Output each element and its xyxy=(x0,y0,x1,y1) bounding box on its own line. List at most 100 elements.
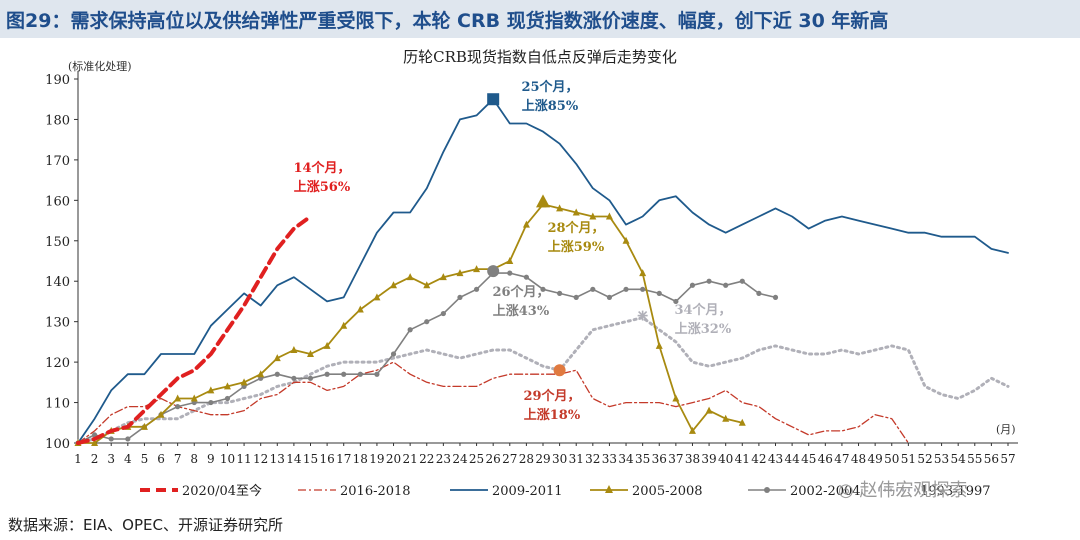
series-marker-circle xyxy=(689,282,696,288)
x-tick-label: 53 xyxy=(934,452,949,466)
x-tick-label: 11 xyxy=(236,452,251,466)
peak-marker-square xyxy=(487,93,500,106)
series-marker-triangle xyxy=(157,410,165,418)
series-marker-triangle xyxy=(672,394,680,402)
series-marker-triangle xyxy=(290,345,298,353)
x-tick-label: 12 xyxy=(253,452,268,466)
series-marker-circle xyxy=(523,274,529,280)
peak-marker-circle xyxy=(487,265,500,278)
x-tick-label: 42 xyxy=(751,452,766,466)
x-tick-label: 8 xyxy=(190,452,198,466)
series-marker-triangle xyxy=(705,406,713,414)
y-axis-label: (标准化处理) xyxy=(68,59,132,73)
x-tick-label: 14 xyxy=(286,452,302,466)
x-tick-label: 7 xyxy=(174,452,182,466)
series-marker-circle xyxy=(175,404,181,410)
series-marker-circle xyxy=(407,327,413,333)
series-marker-triangle xyxy=(307,350,314,358)
wechat-icon: ◎ xyxy=(838,480,854,501)
x-tick-label: 31 xyxy=(569,452,584,466)
annotation-gain: 上涨43% xyxy=(493,304,550,319)
legend-label: 2005-2008 xyxy=(632,484,703,499)
x-tick-label: 30 xyxy=(552,452,567,466)
figure-title: 图29：需求保持高位以及供给弹性严重受限下，本轮 CRB 现货指数涨价速度、幅度… xyxy=(6,10,889,32)
x-tick-label: 35 xyxy=(635,452,650,466)
y-tick-label: 120 xyxy=(45,356,70,371)
series-marker-triangle xyxy=(406,273,414,281)
x-tick-label: 29 xyxy=(535,452,550,466)
x-tick-label: 21 xyxy=(403,452,418,466)
series-line-2020/04至今 xyxy=(76,214,313,445)
x-tick-label: 34 xyxy=(618,452,634,466)
series-marker-triangle xyxy=(556,204,564,212)
peak-marker-circle xyxy=(553,364,566,377)
legend-marker xyxy=(764,487,770,493)
series-marker-triangle xyxy=(473,265,481,273)
series-marker-circle xyxy=(341,371,347,377)
x-tick-label: 51 xyxy=(901,452,916,466)
x-tick-label: 39 xyxy=(701,452,716,466)
watermark: ◎ 赵伟宏观探索 xyxy=(838,476,967,502)
x-tick-label: 18 xyxy=(353,452,368,466)
x-tick-label: 20 xyxy=(386,452,401,466)
y-tick-label: 160 xyxy=(45,194,70,209)
star-stroke xyxy=(638,311,648,321)
x-tick-label: 48 xyxy=(851,452,866,466)
annotation-duration: 28个月， xyxy=(547,220,604,236)
annotation-duration: 25个月， xyxy=(521,79,578,95)
series-marker-triangle xyxy=(722,414,730,422)
annotation-duration: 14个月， xyxy=(293,160,350,176)
chart-title: 历轮CRB现货指数自低点反弹后走势变化 xyxy=(403,48,677,66)
series-marker-triangle xyxy=(605,212,613,220)
y-tick-label: 140 xyxy=(45,275,70,290)
legend-label: 2016-2018 xyxy=(340,484,411,499)
series-marker-triangle xyxy=(506,257,514,264)
legend-label: 2009-2011 xyxy=(492,484,563,499)
x-tick-label: 17 xyxy=(336,452,351,466)
series-marker-circle xyxy=(640,286,646,292)
series-marker-circle xyxy=(125,436,131,442)
annotation-gain: 上涨85% xyxy=(522,99,579,114)
series-marker-circle xyxy=(208,399,214,406)
x-tick-label: 23 xyxy=(436,452,451,466)
series-marker-circle xyxy=(557,290,563,296)
y-tick-label: 190 xyxy=(45,73,70,88)
x-tick-label: 6 xyxy=(157,452,165,466)
series-line-2016-2018 xyxy=(77,361,910,444)
x-tick-label: 52 xyxy=(917,452,932,466)
x-tick-label: 9 xyxy=(207,452,215,466)
x-tick-label: 32 xyxy=(585,452,600,466)
peak-marker-triangle xyxy=(536,194,550,208)
series-marker-circle xyxy=(606,294,613,300)
series-marker-triangle xyxy=(223,382,231,390)
series-marker-circle xyxy=(772,294,779,300)
series-marker-circle xyxy=(723,282,729,288)
series-marker-triangle xyxy=(207,386,215,394)
x-tick-label: 50 xyxy=(884,452,899,466)
series-marker-triangle xyxy=(390,281,398,289)
x-tick-label: 55 xyxy=(967,452,982,466)
series-marker-circle xyxy=(357,371,363,377)
x-tick-label: 1 xyxy=(74,452,82,466)
legend-label: 2002-2004 xyxy=(790,484,861,499)
series-marker-triangle xyxy=(373,293,381,301)
x-tick-label: 41 xyxy=(735,452,750,466)
x-tick-label: 19 xyxy=(369,452,384,466)
series-marker-circle xyxy=(390,351,397,357)
series-marker-circle xyxy=(274,371,280,377)
series-marker-circle xyxy=(739,278,745,284)
series-marker-triangle xyxy=(174,394,182,402)
series-marker-triangle xyxy=(273,354,281,362)
series-marker-triangle xyxy=(622,236,630,244)
series-marker-triangle xyxy=(439,273,447,281)
y-tick-label: 180 xyxy=(45,113,70,128)
peak-marker-star xyxy=(637,310,648,321)
annotation-gain: 上涨32% xyxy=(675,322,732,337)
source-note: 数据来源：EIA、OPEC、开源证券研究所 xyxy=(8,516,283,534)
annotation-gain: 上涨56% xyxy=(294,180,351,195)
series-marker-triangle xyxy=(423,281,431,289)
y-tick-label: 110 xyxy=(45,397,70,412)
x-tick-label: 25 xyxy=(469,452,484,466)
x-tick-label: 3 xyxy=(107,452,115,466)
figure-header: 图29：需求保持高位以及供给弹性严重受限下，本轮 CRB 现货指数涨价速度、幅度… xyxy=(0,0,1080,38)
